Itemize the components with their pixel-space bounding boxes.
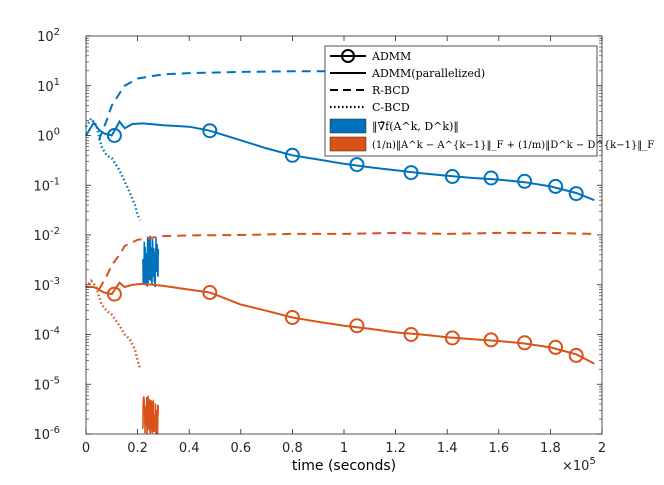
y-tick-label: 102	[37, 27, 60, 45]
y-tick-label: 101	[37, 77, 60, 95]
series-line-r-bcd-orange	[98, 231, 595, 291]
marker-admm-orange	[284, 310, 300, 325]
series-line-c-bcd-blue	[84, 116, 142, 221]
marker-admm-orange	[568, 347, 584, 363]
x-tick-label: 0.6	[230, 441, 251, 456]
legend-label-r-bcd: R-BCD	[372, 84, 410, 97]
y-tick-label: 10-3	[33, 276, 60, 294]
x-tick-labels: 0 0.2 0.4 0.6 0.8 1 1.2 1.4 1.6 1.8 2	[82, 441, 606, 456]
marker-admm-blue	[202, 123, 218, 139]
burst-blue	[142, 235, 159, 288]
x-tick-label: 0.8	[282, 441, 303, 456]
x-axis-label: time (seconds)	[292, 458, 396, 474]
series-line-admm-parallelized-orange	[86, 281, 595, 365]
legend-patch-gradient-norm	[329, 118, 367, 134]
y-tick-label: 100	[37, 127, 60, 145]
legend-label-admm: ADMM	[371, 50, 411, 63]
series-line-c-bcd-orange	[85, 278, 142, 370]
x-tick-label: 1	[340, 441, 348, 456]
x-tick-label: 0	[82, 441, 90, 456]
series-line-admm-parallelized-blue	[85, 119, 595, 202]
x-tick-label: 2	[598, 441, 606, 456]
burst-orange	[142, 395, 159, 435]
x-scale-multiplier: ×105	[562, 456, 596, 474]
x-tick-label: 1.6	[488, 441, 509, 456]
legend-label-gradient-norm: ‖∇̃f(A^k, D^k)‖	[372, 120, 459, 134]
legend-label-admm-parallelized: ADMM(parallelized)	[371, 67, 485, 80]
y-tick-label: 10-5	[33, 375, 60, 393]
marker-admm-blue	[568, 186, 584, 202]
axes	[85, 35, 603, 435]
y-tick-labels: 10-6 10-5 10-4 10-3 10-2 10-1 100 101 102	[33, 27, 60, 443]
x-tick-label: 1.8	[540, 441, 561, 456]
legend-patch-iterate-change	[329, 136, 367, 152]
x-tick-label: 1.4	[437, 441, 458, 456]
legend: ADMM ADMM(parallelized) R-BCD C-BCD ‖∇̃f…	[324, 45, 654, 157]
x-tick-label: 0.4	[179, 441, 200, 456]
legend-label-c-bcd: C-BCD	[372, 101, 410, 114]
marker-admm-blue	[284, 147, 300, 163]
legend-box	[324, 45, 598, 157]
y-tick-label: 10-4	[33, 326, 60, 344]
y-tick-label: 10-6	[33, 425, 60, 443]
legend-marker-admm	[341, 49, 355, 63]
y-tick-label: 10-2	[33, 226, 60, 244]
plot-area	[84, 69, 595, 435]
x-tick-label: 1.2	[385, 441, 406, 456]
legend-label-iterate-change: (1/n)‖A^k − A^{k−1}‖_F + (1/m)‖D^k − D^{…	[372, 140, 654, 151]
x-tick-label: 0.2	[127, 441, 148, 456]
y-tick-label: 10-1	[33, 176, 60, 194]
